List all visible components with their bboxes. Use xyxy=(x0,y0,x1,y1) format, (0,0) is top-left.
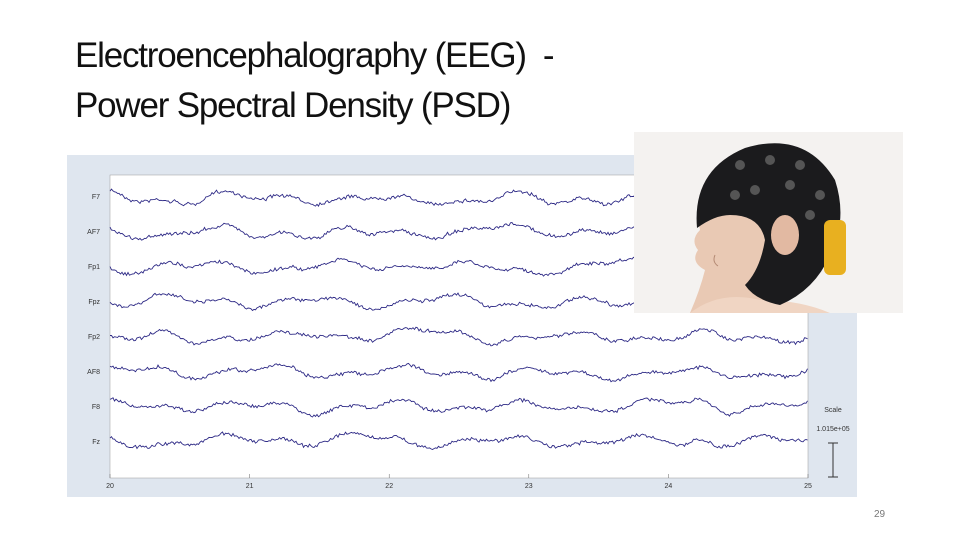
eeg-trace xyxy=(109,431,808,451)
title-line: Power Spectral Density (PSD) xyxy=(75,86,511,125)
x-tick-label: 25 xyxy=(804,483,812,490)
x-tick-label: 20 xyxy=(106,483,114,490)
x-tick-label: 24 xyxy=(665,483,673,490)
channel-label: Fp1 xyxy=(88,264,100,271)
channel-label: F7 xyxy=(92,194,100,201)
eeg-trace xyxy=(109,397,808,418)
channel-label: Fp2 xyxy=(88,334,100,341)
eeg-trace xyxy=(110,326,808,347)
x-tick-label: 22 xyxy=(385,483,393,490)
channel-label: Fz xyxy=(92,439,100,446)
eeg-trace xyxy=(109,362,808,383)
channel-label: F8 xyxy=(92,404,100,411)
title-line: Electroencephalography (EEG) - xyxy=(75,36,555,75)
x-tick-label: 21 xyxy=(246,483,254,490)
photo xyxy=(634,132,903,313)
x-tick-label: 23 xyxy=(525,483,533,490)
page-number: 29 xyxy=(874,509,886,520)
channel-label: AF7 xyxy=(87,229,100,236)
channel-label: Fpz xyxy=(88,299,100,306)
scale-value: 1.015e+05 xyxy=(816,426,849,433)
scale-bar xyxy=(828,442,838,478)
scale-label: Scale xyxy=(824,407,842,414)
channel-label: AF8 xyxy=(87,369,100,376)
